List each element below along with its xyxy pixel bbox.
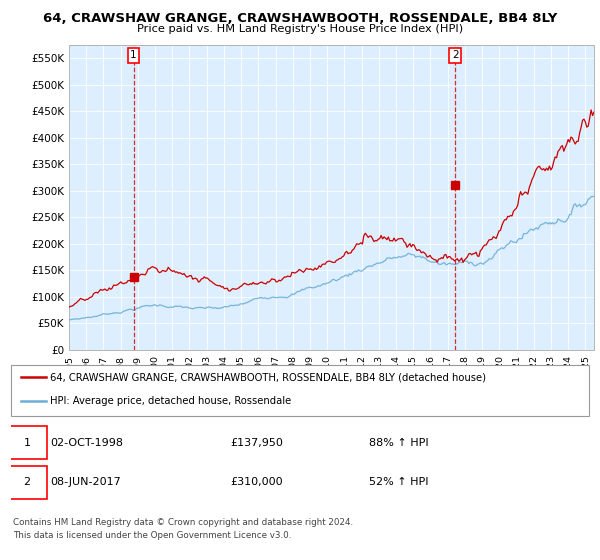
Text: 02-OCT-1998: 02-OCT-1998 [50,438,123,447]
Text: 52% ↑ HPI: 52% ↑ HPI [370,478,429,487]
Text: 2: 2 [452,50,458,60]
Text: Contains HM Land Registry data © Crown copyright and database right 2024.: Contains HM Land Registry data © Crown c… [13,519,353,528]
Text: 88% ↑ HPI: 88% ↑ HPI [370,438,429,447]
Text: £137,950: £137,950 [230,438,283,447]
FancyBboxPatch shape [7,466,47,499]
Text: 08-JUN-2017: 08-JUN-2017 [50,478,121,487]
FancyBboxPatch shape [11,365,589,416]
Text: 64, CRAWSHAW GRANGE, CRAWSHAWBOOTH, ROSSENDALE, BB4 8LY: 64, CRAWSHAW GRANGE, CRAWSHAWBOOTH, ROSS… [43,12,557,25]
Text: 2: 2 [23,478,31,487]
FancyBboxPatch shape [7,426,47,459]
Text: HPI: Average price, detached house, Rossendale: HPI: Average price, detached house, Ross… [50,396,292,407]
Text: 64, CRAWSHAW GRANGE, CRAWSHAWBOOTH, ROSSENDALE, BB4 8LY (detached house): 64, CRAWSHAW GRANGE, CRAWSHAWBOOTH, ROSS… [50,372,486,382]
Text: This data is licensed under the Open Government Licence v3.0.: This data is licensed under the Open Gov… [13,531,292,540]
Text: 1: 1 [23,438,31,447]
Text: £310,000: £310,000 [230,478,283,487]
Text: 1: 1 [130,50,137,60]
Text: Price paid vs. HM Land Registry's House Price Index (HPI): Price paid vs. HM Land Registry's House … [137,24,463,34]
